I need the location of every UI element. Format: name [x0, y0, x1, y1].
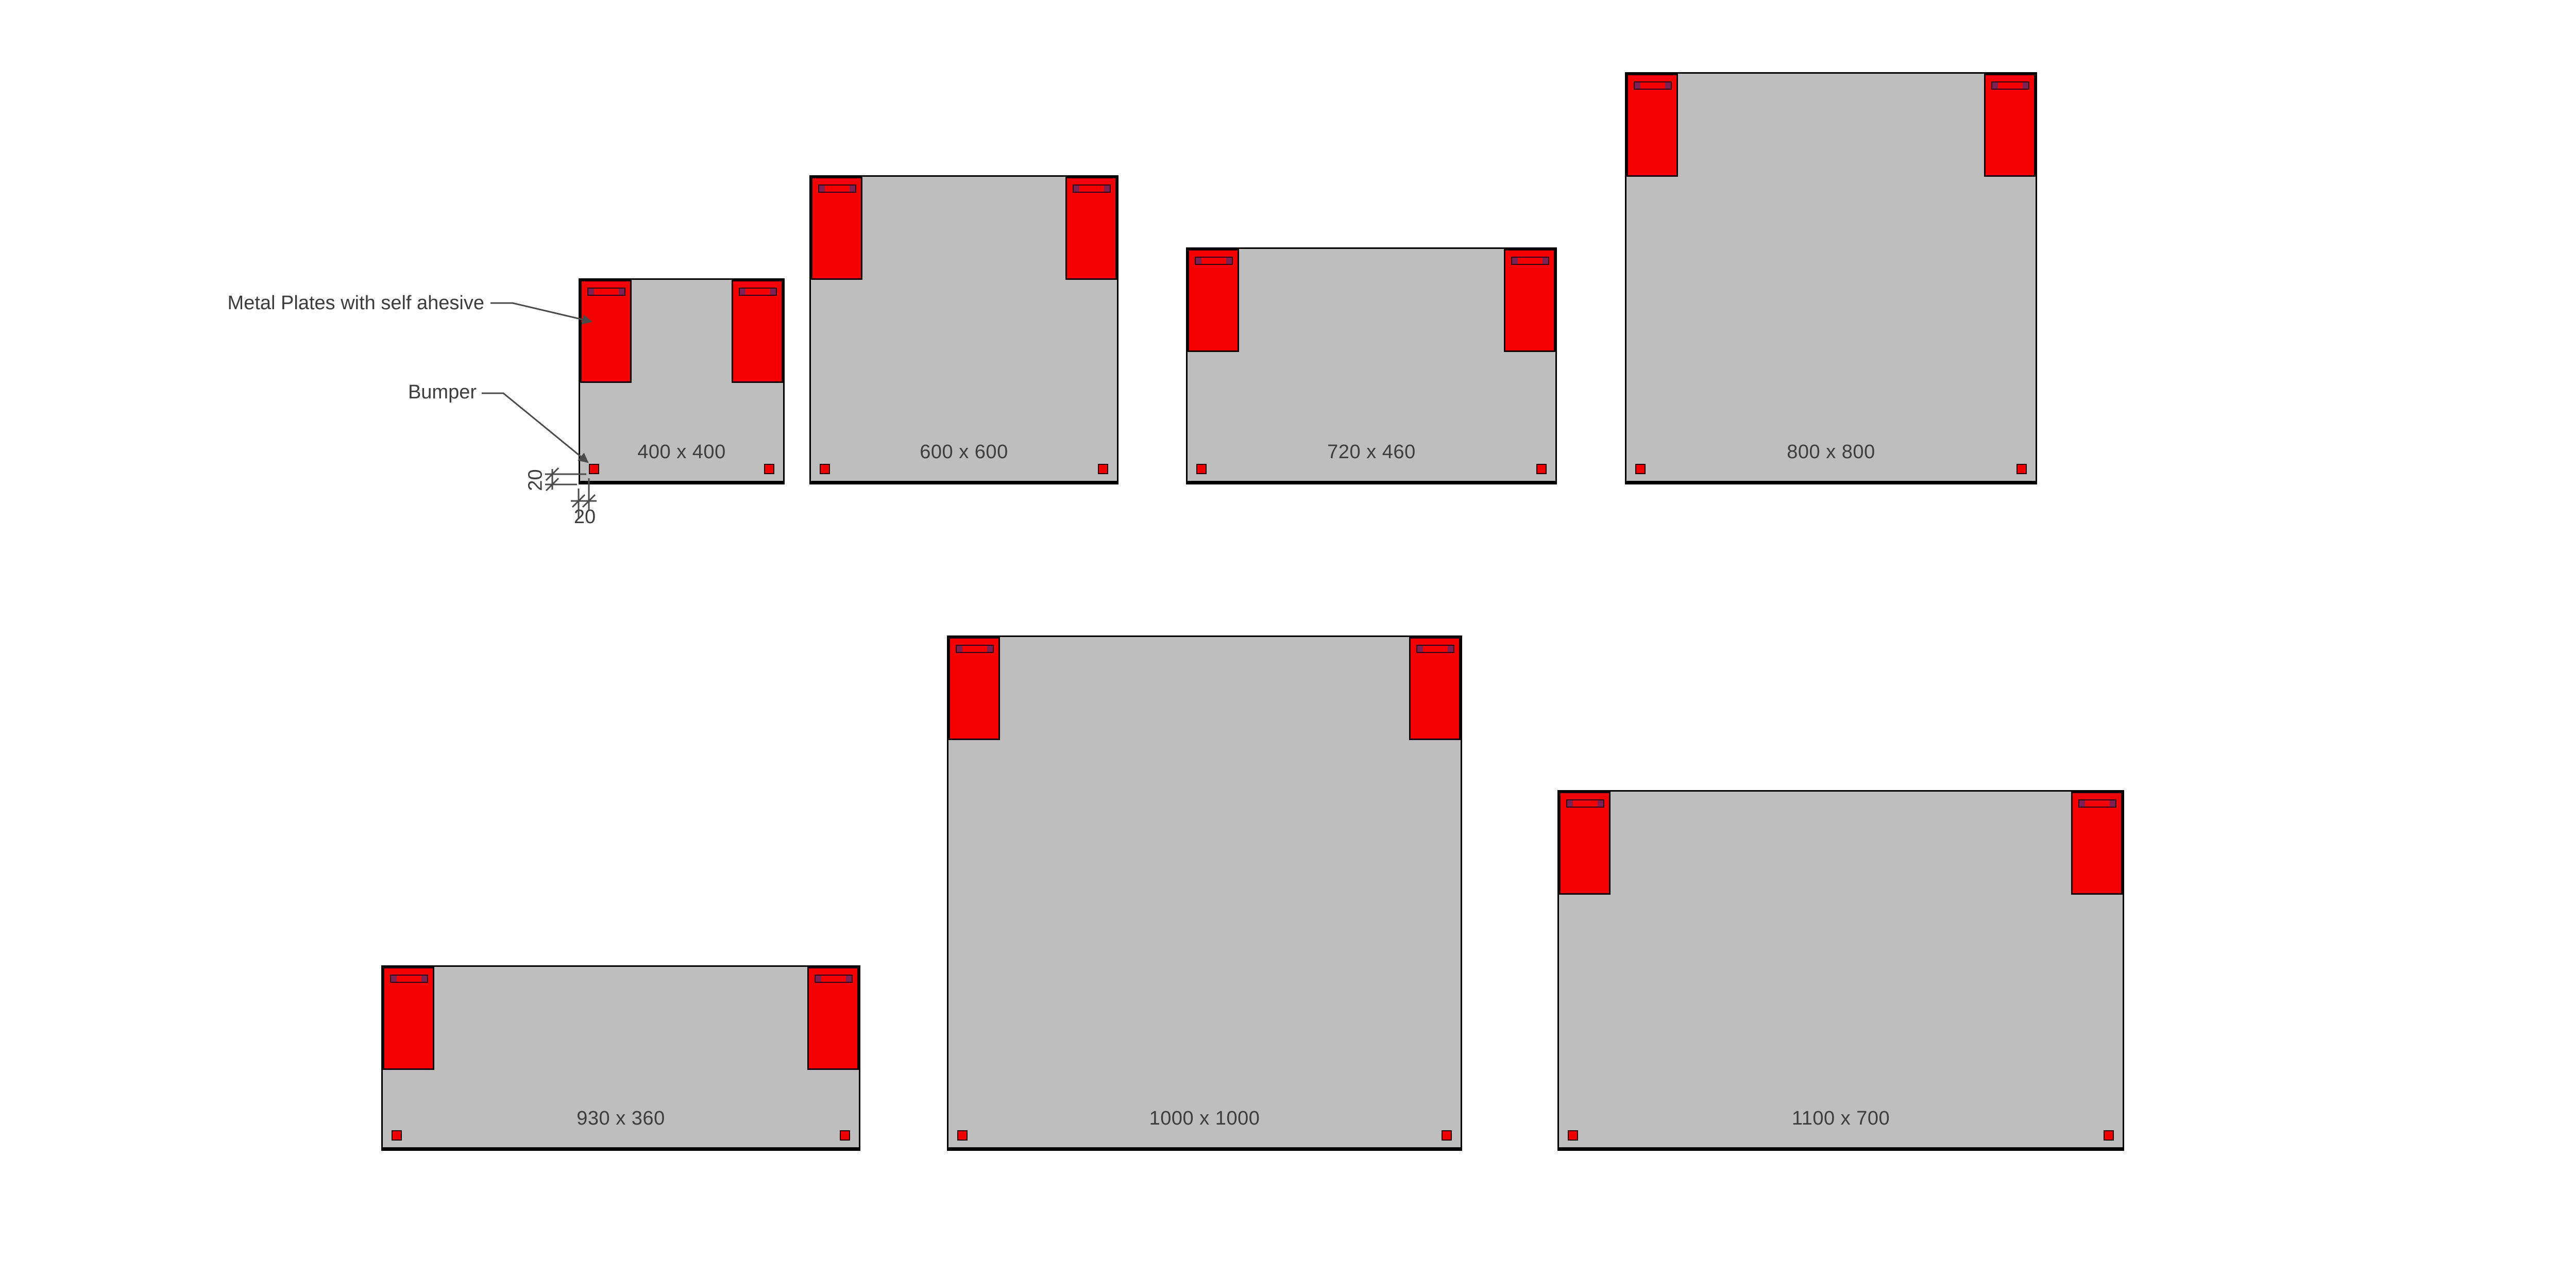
metal-plate-left [948, 637, 1000, 740]
dim-bumper-side-offset: 20 [573, 506, 596, 528]
panel-size-label: 1100 x 700 [1791, 1108, 1890, 1129]
slot-cap-left [1196, 258, 1201, 264]
slot-cap-right [846, 976, 852, 982]
plate-slot [587, 288, 625, 296]
plate-slot [1991, 81, 2029, 90]
slot-cap-left [2079, 800, 2085, 807]
plate-slot [1634, 81, 1672, 90]
slot-cap-left [1992, 82, 1998, 89]
bumper-left [589, 464, 599, 474]
panel-size-label: 400 x 400 [637, 441, 726, 463]
panel-600x600: 600 x 600 [809, 175, 1118, 484]
metal-plate-left [1188, 249, 1239, 352]
plate-slot [815, 975, 853, 983]
panel-size-label: 800 x 800 [1787, 441, 1875, 463]
bumper-right [1098, 464, 1108, 474]
metal-plate-right [807, 967, 859, 1070]
plate-slot [1195, 257, 1233, 265]
metal-plates-label: Metal Plates with self ahesive [227, 292, 484, 314]
bumper-right [2016, 464, 2027, 474]
panel-size-label: 600 x 600 [920, 441, 1008, 463]
slot-cap-right [2110, 800, 2115, 807]
slot-cap-left [816, 976, 821, 982]
slot-cap-right [1598, 800, 1603, 807]
bumper-left [957, 1130, 968, 1141]
metal-plate-left [1626, 74, 1678, 177]
bumper-left [1635, 464, 1646, 474]
slot-cap-right [1226, 258, 1232, 264]
slot-cap-right [1104, 186, 1110, 192]
metal-plate-right [1409, 637, 1461, 740]
bumper-right [840, 1130, 850, 1141]
bumper-left [1196, 464, 1207, 474]
slot-cap-right [850, 186, 855, 192]
metal-plate-left [1559, 792, 1611, 895]
bumper-right [1442, 1130, 1452, 1141]
bumper-right [2104, 1130, 2114, 1141]
panel-400x400: 400 x 400 [579, 278, 785, 484]
panel-size-label: 1000 x 1000 [1149, 1108, 1260, 1129]
slot-cap-left [1417, 646, 1423, 652]
slot-cap-left [1074, 186, 1079, 192]
slot-cap-right [1543, 258, 1548, 264]
slot-cap-right [987, 646, 993, 652]
metal-plate-left [580, 280, 632, 383]
slot-cap-left [1512, 258, 1518, 264]
slot-cap-right [421, 976, 427, 982]
slot-cap-left [588, 289, 594, 295]
metal-plates-leader-line [490, 302, 592, 325]
bumper-leader-line [482, 392, 589, 463]
panel-1000x1000: 1000 x 1000 [947, 635, 1462, 1151]
bumper-right [1536, 464, 1547, 474]
slot-cap-right [770, 289, 776, 295]
panel-1100x700: 1100 x 700 [1557, 790, 2124, 1151]
panel-930x360: 930 x 360 [381, 965, 860, 1151]
plate-slot [956, 645, 994, 653]
slot-cap-right [1448, 646, 1453, 652]
slot-cap-right [1665, 82, 1671, 89]
plate-slot [2078, 799, 2116, 808]
metal-plate-right [1504, 249, 1555, 352]
dim-bumper-bottom-offset-lines [545, 467, 586, 492]
slot-cap-left [740, 289, 745, 295]
plate-slot [818, 185, 856, 193]
metal-plate-right [1984, 74, 2036, 177]
bumper-label: Bumper [408, 381, 477, 403]
metal-plate-right [1065, 177, 1117, 280]
slot-cap-left [1635, 82, 1640, 89]
slot-cap-right [2023, 82, 2028, 89]
metal-plate-left [383, 967, 434, 1070]
metal-plate-left [811, 177, 862, 280]
plate-slot [390, 975, 428, 983]
panel-size-label: 720 x 460 [1327, 441, 1416, 463]
panel-size-label: 930 x 360 [577, 1108, 665, 1129]
plate-slot [1511, 257, 1549, 265]
plate-slot [1416, 645, 1454, 653]
slot-cap-left [819, 186, 825, 192]
metal-plate-right [732, 280, 783, 383]
slot-cap-left [957, 646, 962, 652]
slot-cap-left [1567, 800, 1573, 807]
dim-bumper-side-offset-lines [571, 478, 597, 518]
panel-720x460: 720 x 460 [1186, 247, 1557, 484]
plate-slot [739, 288, 777, 296]
slot-cap-left [391, 976, 397, 982]
slot-cap-right [619, 289, 624, 295]
bumper-left [1568, 1130, 1578, 1141]
bumper-left [820, 464, 830, 474]
plate-slot [1073, 185, 1111, 193]
plate-slot [1566, 799, 1604, 808]
bumper-right [764, 464, 774, 474]
panel-800x800: 800 x 800 [1625, 72, 2037, 484]
bumper-left [392, 1130, 402, 1141]
metal-plate-right [2071, 792, 2123, 895]
